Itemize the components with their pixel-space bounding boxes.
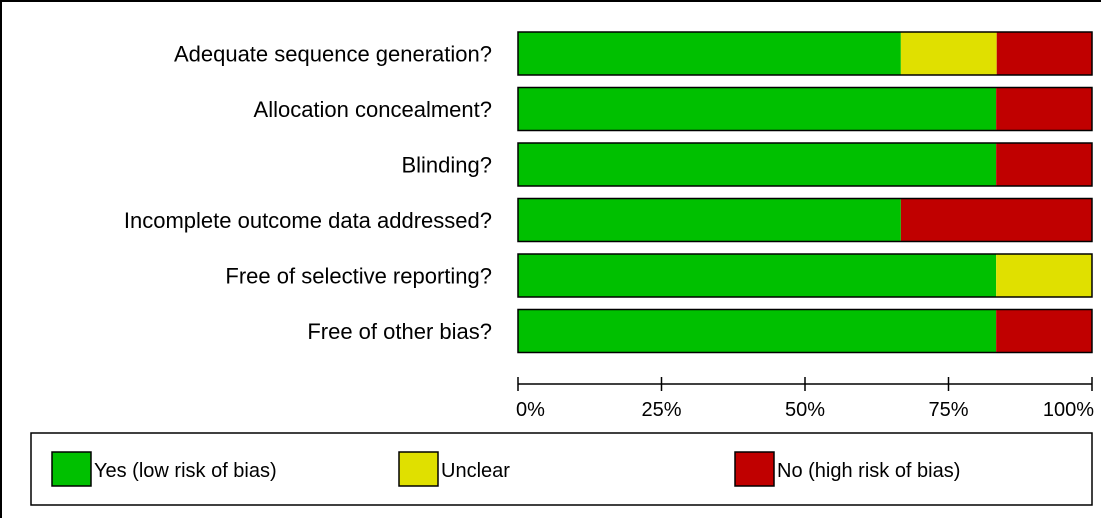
frame-left-border: [0, 0, 2, 518]
bar-segment-no: [996, 309, 1092, 353]
bar-segment-yes: [518, 254, 997, 297]
bars: [517, 31, 1093, 354]
category-labels: Adequate sequence generation? Allocation …: [124, 42, 492, 345]
bar-outline: [517, 308, 1093, 354]
bar-segment-yes: [518, 32, 901, 75]
category-label: Allocation concealment?: [254, 97, 492, 122]
x-tick-label: 50%: [785, 399, 825, 421]
legend-label: Yes (low risk of bias): [94, 460, 277, 482]
legend-label: No (high risk of bias): [777, 460, 960, 482]
category-label: Free of selective reporting?: [225, 264, 492, 289]
bar-segment-yes: [518, 143, 997, 186]
bar-segment-yes: [518, 309, 997, 353]
category-label: Blinding?: [401, 153, 492, 178]
x-tick-label: 75%: [928, 399, 968, 421]
bar-segment-unclear: [996, 254, 1092, 297]
bar-outline: [517, 86, 1093, 132]
legend-swatch: [398, 451, 439, 487]
legend: Yes (low risk of bias) Unclear No (high ri…: [30, 432, 1093, 506]
x-tick-label: 0%: [516, 399, 545, 421]
bar-segment-no: [900, 198, 1092, 242]
bar-outline: [517, 253, 1093, 298]
category-label: Incomplete outcome data addressed?: [124, 208, 492, 233]
legend-label: Unclear: [441, 460, 510, 482]
frame-top-border: [0, 0, 1101, 2]
bar-segment-yes: [518, 87, 997, 131]
category-label: Adequate sequence generation?: [174, 42, 492, 67]
bar-segment-no: [996, 32, 1093, 75]
x-tick-label: 100%: [1043, 399, 1094, 421]
bar-outline: [517, 31, 1093, 76]
bar-segment-no: [996, 143, 1092, 186]
x-tick-label: 25%: [641, 399, 681, 421]
bar-segment-unclear: [900, 32, 997, 75]
legend-swatch: [51, 451, 92, 487]
legend-box: [30, 432, 1093, 506]
bar-outline: [517, 197, 1093, 243]
category-label: Free of other bias?: [307, 319, 492, 344]
x-axis: 0% 25% 50% 75% 100%: [516, 377, 1094, 421]
bar-segment-yes: [518, 198, 901, 242]
bar-segment-no: [996, 87, 1092, 131]
bar-outline: [517, 142, 1093, 187]
legend-swatch: [734, 451, 775, 487]
